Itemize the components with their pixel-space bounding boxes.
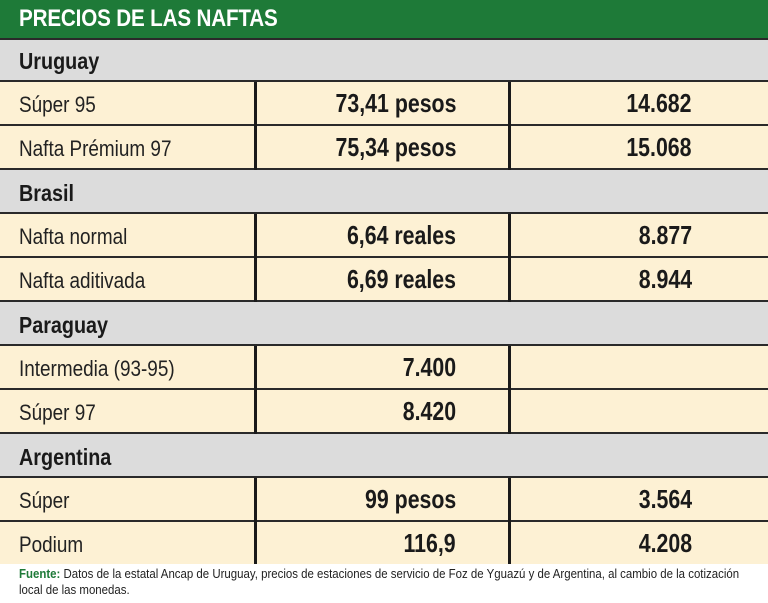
table-row: Súper 97 8.420 [0,390,768,434]
local-price: 116,9 [403,528,456,558]
fuel-label: Podium [19,532,84,557]
table-row: Nafta Prémium 97 75,34 pesos 15.068 [0,126,768,170]
local-price: 6,64 reales [346,220,456,250]
fuel-label: Nafta aditivada [19,268,146,293]
table-row: Nafta aditivada 6,69 reales 8.944 [0,258,768,302]
local-price: 8.420 [402,396,456,426]
column-divider [254,82,257,170]
fuel-label: Súper [19,488,70,513]
column-divider [254,478,257,564]
converted-price: 15.068 [626,132,692,162]
section-label: Brasil [19,180,74,206]
table-row: Súper 95 73,41 pesos 14.682 [0,82,768,126]
local-price: 6,69 reales [346,264,456,294]
fuel-label: Nafta normal [19,224,128,249]
local-price: 75,34 pesos [335,132,456,162]
local-price: 7.400 [402,352,456,382]
fuel-label: Intermedia (93-95) [19,356,175,381]
section-label: Uruguay [19,48,100,74]
converted-price: 8.944 [638,264,692,294]
column-divider [508,346,511,434]
section-label: Paraguay [19,312,109,338]
column-divider [254,214,257,302]
fuel-label: Súper 95 [19,92,96,117]
converted-price: 14.682 [626,88,692,118]
table-row: Intermedia (93-95) 7.400 [0,346,768,390]
fuel-label: Nafta Prémium 97 [19,136,172,161]
section-label: Argentina [19,444,112,470]
converted-price: 4.208 [638,528,692,558]
converted-price: 8.877 [638,220,692,250]
local-price: 73,41 pesos [335,88,456,118]
table-row: Súper 99 pesos 3.564 [0,478,768,522]
page-title: PRECIOS DE LAS NAFTAS [19,5,278,32]
source-text: Datos de la estatal Ancap de Uruguay, pr… [19,566,740,597]
table-row: Podium 116,9 4.208 [0,522,768,564]
section-header-paraguay: Paraguay [0,302,768,346]
table-header: PRECIOS DE LAS NAFTAS [0,0,768,38]
source-note: Fuente: Datos de la estatal Ancap de Uru… [19,566,764,598]
local-price: 99 pesos [364,484,456,514]
column-divider [508,478,511,564]
fuel-label: Súper 97 [19,400,96,425]
converted-price: 3.564 [638,484,692,514]
section-header-brasil: Brasil [0,170,768,214]
column-divider [254,346,257,434]
source-label: Fuente: [19,566,61,581]
column-divider [508,82,511,170]
column-divider [508,214,511,302]
table-row: Nafta normal 6,64 reales 8.877 [0,214,768,258]
section-header-uruguay: Uruguay [0,38,768,82]
section-header-argentina: Argentina [0,434,768,478]
